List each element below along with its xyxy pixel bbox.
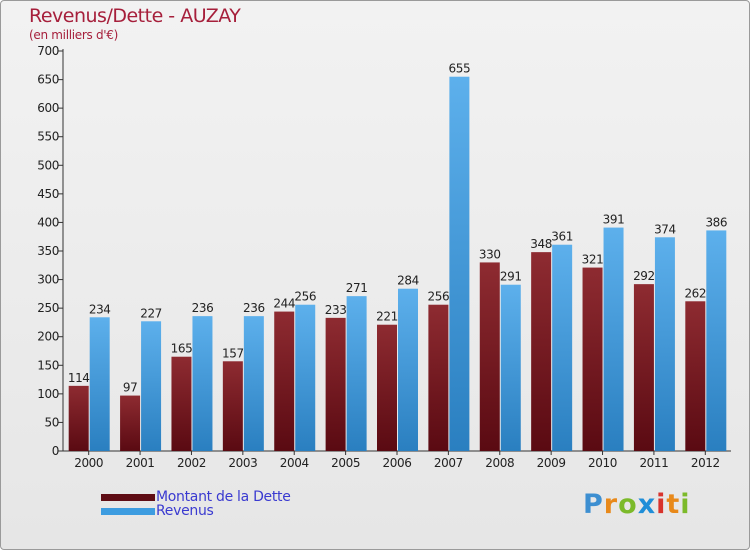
bar-debt [582,267,603,451]
data-label-revenue: 291 [500,270,522,284]
data-label-revenue: 234 [89,302,111,316]
y-tick-label: 100 [37,387,59,401]
y-tick-label: 650 [37,73,59,87]
data-label-revenue: 271 [346,281,368,295]
logo-letter: x [637,489,657,520]
legend-swatch-revenue [101,508,155,515]
bar-debt [633,284,654,451]
bar-revenue [603,227,624,451]
data-label-revenue: 361 [551,230,573,244]
bar-debt [428,304,449,451]
bar-debt [68,385,89,451]
bar-debt [479,262,500,451]
x-tick-label: 2011 [639,456,668,470]
bar-debt [274,311,295,451]
x-tick-label: 2009 [537,456,566,470]
data-label-debt: 244 [273,297,295,311]
data-label-debt: 233 [325,303,347,317]
bar-revenue [192,316,213,451]
bar-revenue [346,296,367,451]
bar-revenue [295,304,316,451]
data-label-debt: 165 [171,342,193,356]
bar-debt [120,395,141,451]
bar-revenue [243,316,264,451]
chart-subtitle: (en milliers d'€) [29,28,119,42]
bar-debt [685,301,706,451]
y-tick-label: 400 [37,215,59,229]
data-label-revenue: 655 [449,62,471,76]
data-label-debt: 97 [123,381,137,395]
data-label-debt: 262 [684,286,706,300]
y-tick-label: 200 [37,330,59,344]
y-tick-label: 250 [37,301,59,315]
x-tick-label: 2004 [280,456,309,470]
data-label-revenue: 236 [243,301,265,315]
data-label-revenue: 236 [192,301,214,315]
bar-revenue [141,321,162,451]
data-label-debt: 348 [530,237,552,251]
y-tick-label: 50 [45,415,59,429]
bar-revenue [654,237,675,451]
bar-debt [325,317,346,451]
x-tick-label: 2008 [485,456,514,470]
data-label-revenue: 386 [705,215,727,229]
y-tick-label: 0 [52,444,59,458]
logo-letter: P [583,489,604,520]
y-tick-label: 500 [37,158,59,172]
data-label-debt: 330 [479,247,501,261]
logo-letter: i [656,489,667,520]
bars [68,76,727,451]
legend-label-revenue: Revenus [156,503,214,519]
chart-title: Revenus/Dette - AUZAY [29,5,241,27]
x-tick-label: 2005 [331,456,360,470]
proxiti-logo: Proxiti [583,489,691,520]
logo-letter: i [680,489,691,520]
x-tick-label: 2012 [691,456,720,470]
bar-revenue [552,244,573,451]
y-tick-label: 450 [37,187,59,201]
legend-swatch-debt [101,494,155,501]
x-tick-label: 2006 [383,456,412,470]
logo-letter: t [666,489,681,520]
data-label-debt: 321 [582,253,604,267]
logo-letter: o [618,489,638,520]
bar-debt [222,361,243,451]
bar-revenue [449,76,470,451]
data-label-debt: 157 [222,346,244,360]
bar-debt [377,324,397,451]
bar-debt [171,356,192,451]
x-tick-label: 2003 [228,456,257,470]
data-label-debt: 256 [428,290,450,304]
x-tick-label: 2002 [177,456,206,470]
y-tick-label: 600 [37,101,59,115]
bar-revenue [89,317,110,451]
y-tick-label: 150 [37,358,59,372]
data-label-debt: 221 [376,310,398,324]
bar-revenue [398,288,418,451]
y-tick-label: 550 [37,130,59,144]
data-label-revenue: 374 [654,222,676,236]
y-tick-label: 350 [37,244,59,258]
bar-debt [531,252,552,451]
y-tick-label: 300 [37,273,59,287]
data-label-revenue: 227 [140,306,162,320]
bar-revenue [706,230,727,451]
x-tick-label: 2001 [126,456,155,470]
data-label-revenue: 391 [603,213,625,227]
x-tick-label: 2010 [588,456,617,470]
legend-label-debt: Montant de la Dette [156,489,291,505]
x-tick-label: 2000 [74,456,103,470]
logo-letter: r [603,489,619,520]
bar-revenue [500,284,521,451]
y-tick-label: 700 [37,44,59,58]
data-label-revenue: 256 [294,290,316,304]
data-label-debt: 114 [68,371,90,385]
x-tick-label: 2007 [434,456,463,470]
data-label-debt: 292 [633,269,655,283]
data-label-revenue: 284 [397,274,419,288]
